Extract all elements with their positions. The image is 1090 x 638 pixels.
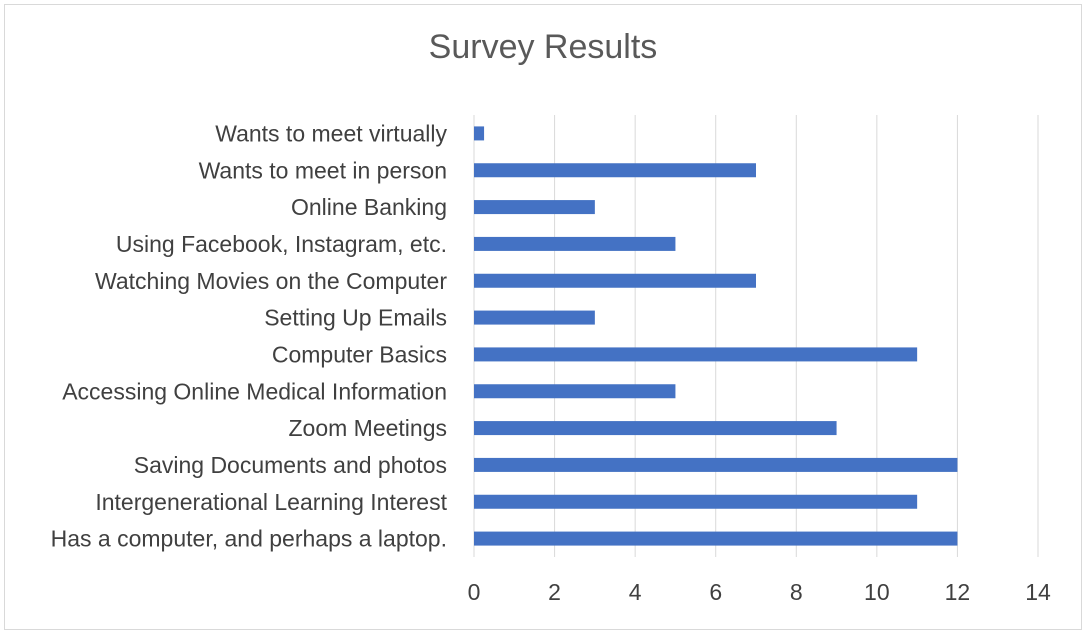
x-tick-labels: 0 2 4 6 8 10 12 14 [468,579,1051,605]
category-label: Zoom Meetings [288,415,447,441]
bar [474,457,958,472]
bar [474,347,918,362]
bar [474,421,837,436]
x-tick-label: 4 [629,579,642,605]
bar [474,273,756,288]
chart-title: Survey Results [428,28,658,66]
x-tick-label: 8 [790,579,803,605]
bar [474,126,485,141]
category-label: Intergenerational Learning Interest [95,489,447,515]
category-label: Online Banking [291,194,447,220]
category-labels: Wants to meet virtually Wants to meet in … [51,120,448,551]
category-label: Wants to meet in person [199,157,447,183]
x-tick-label: 2 [548,579,561,605]
category-label: Computer Basics [272,341,447,367]
x-tick-label: 12 [945,579,971,605]
category-label: Has a computer, and perhaps a laptop. [51,526,447,552]
bar [474,531,958,546]
bar [474,236,676,251]
category-label: Saving Documents and photos [134,452,447,478]
bar [474,310,595,325]
x-tick-label: 10 [864,579,890,605]
x-tick-label: 0 [468,579,481,605]
bar [474,163,756,178]
x-tick-label: 14 [1025,579,1051,605]
x-tick-label: 6 [709,579,722,605]
gridlines [473,115,1039,557]
bar [474,494,918,509]
bar [474,384,676,399]
category-label: Using Facebook, Instagram, etc. [116,231,447,257]
category-label: Setting Up Emails [264,305,447,331]
category-label: Watching Movies on the Computer [95,268,447,294]
bars [474,126,958,546]
category-label: Accessing Online Medical Information [62,378,447,404]
bar [474,200,595,215]
category-label: Wants to meet virtually [215,120,447,146]
